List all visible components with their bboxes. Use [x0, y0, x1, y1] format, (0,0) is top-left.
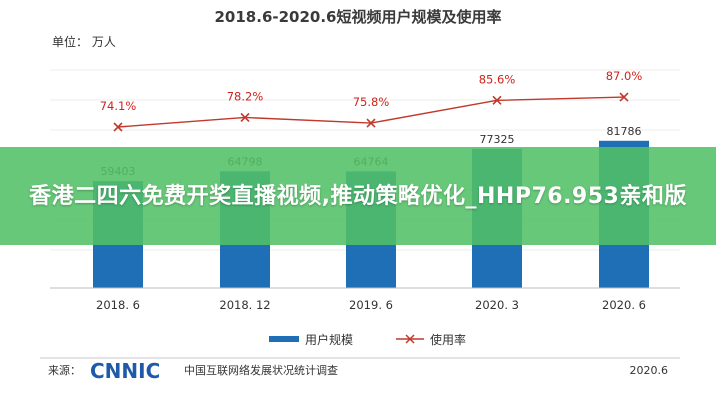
bar-value-label: 77325: [480, 133, 515, 146]
source-org: 中国互联网络发展状况统计调查: [184, 363, 338, 377]
source-label: 来源：: [48, 363, 81, 377]
x-tick-label: 2018. 12: [219, 298, 270, 312]
headline-banner: 香港二四六免费开奖直播视频,推动策略优化_HHP76.953亲和版: [0, 147, 716, 245]
x-tick-label: 2018. 6: [96, 298, 140, 312]
rate-value-label: 74.1%: [100, 99, 137, 113]
rate-value-label: 85.6%: [479, 72, 516, 86]
rate-point: [492, 95, 502, 105]
unit-label: 单位： 万人: [52, 34, 116, 49]
x-tick-label: 2019. 6: [349, 298, 393, 312]
legend-line-marker: [405, 334, 415, 344]
rate-point: [619, 92, 629, 102]
headline-text: 香港二四六免费开奖直播视频,推动策略优化_HHP76.953亲和版: [29, 183, 687, 209]
legend-bar-swatch: [269, 336, 299, 342]
legend-line-label: 使用率: [430, 332, 466, 347]
rate-value-label: 78.2%: [227, 89, 264, 103]
bar-value-label: 81786: [607, 125, 642, 138]
rate-point: [240, 112, 250, 123]
source-date: 2020.6: [630, 364, 669, 377]
x-tick-label: 2020. 6: [602, 298, 646, 312]
legend-bar-label: 用户规模: [305, 332, 353, 347]
rate-point: [366, 118, 376, 128]
rate-point: [113, 122, 123, 132]
legend: 用户规模 使用率: [269, 332, 466, 347]
rate-value-label: 75.8%: [353, 95, 390, 109]
rate-value-label: 87.0%: [606, 69, 643, 83]
chart-title: 2018.6-2020.6短视频用户规模及使用率: [215, 8, 502, 26]
x-tick-label: 2020. 3: [475, 298, 519, 312]
cnnic-logo: CNNIC: [90, 359, 160, 383]
